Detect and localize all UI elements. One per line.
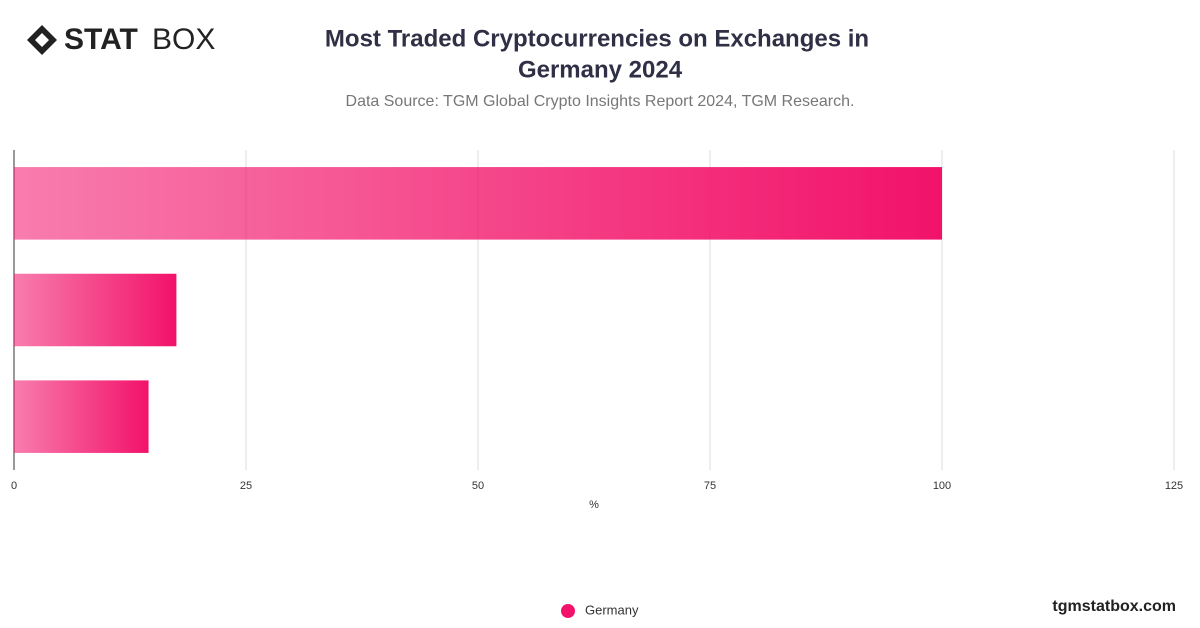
logo-icon: [27, 25, 57, 55]
x-tick-label: 100: [933, 480, 951, 492]
legend-marker: [561, 604, 575, 618]
logo-strong: STAT: [64, 23, 138, 56]
x-axis-label: %: [589, 499, 599, 511]
bar: [14, 273, 177, 347]
chart-title: Germany 2024: [518, 56, 683, 83]
chart-subtitle: Data Source: TGM Global Crypto Insights …: [346, 93, 855, 110]
site-url: tgmstatbox.com: [1052, 598, 1176, 615]
bar: [14, 167, 942, 240]
x-tick-label: 75: [704, 480, 716, 492]
logo: STAT BOX: [27, 23, 215, 56]
x-tick-label: 125: [1165, 480, 1183, 492]
x-tick-label: 0: [11, 480, 17, 492]
x-tick-label: 50: [472, 480, 484, 492]
logo-light: BOX: [152, 23, 215, 56]
bar: [14, 380, 149, 453]
x-tick-label: 25: [240, 480, 252, 492]
legend-label: Germany: [585, 602, 639, 617]
chart-title: Most Traded Cryptocurrencies on Exchange…: [325, 25, 869, 52]
